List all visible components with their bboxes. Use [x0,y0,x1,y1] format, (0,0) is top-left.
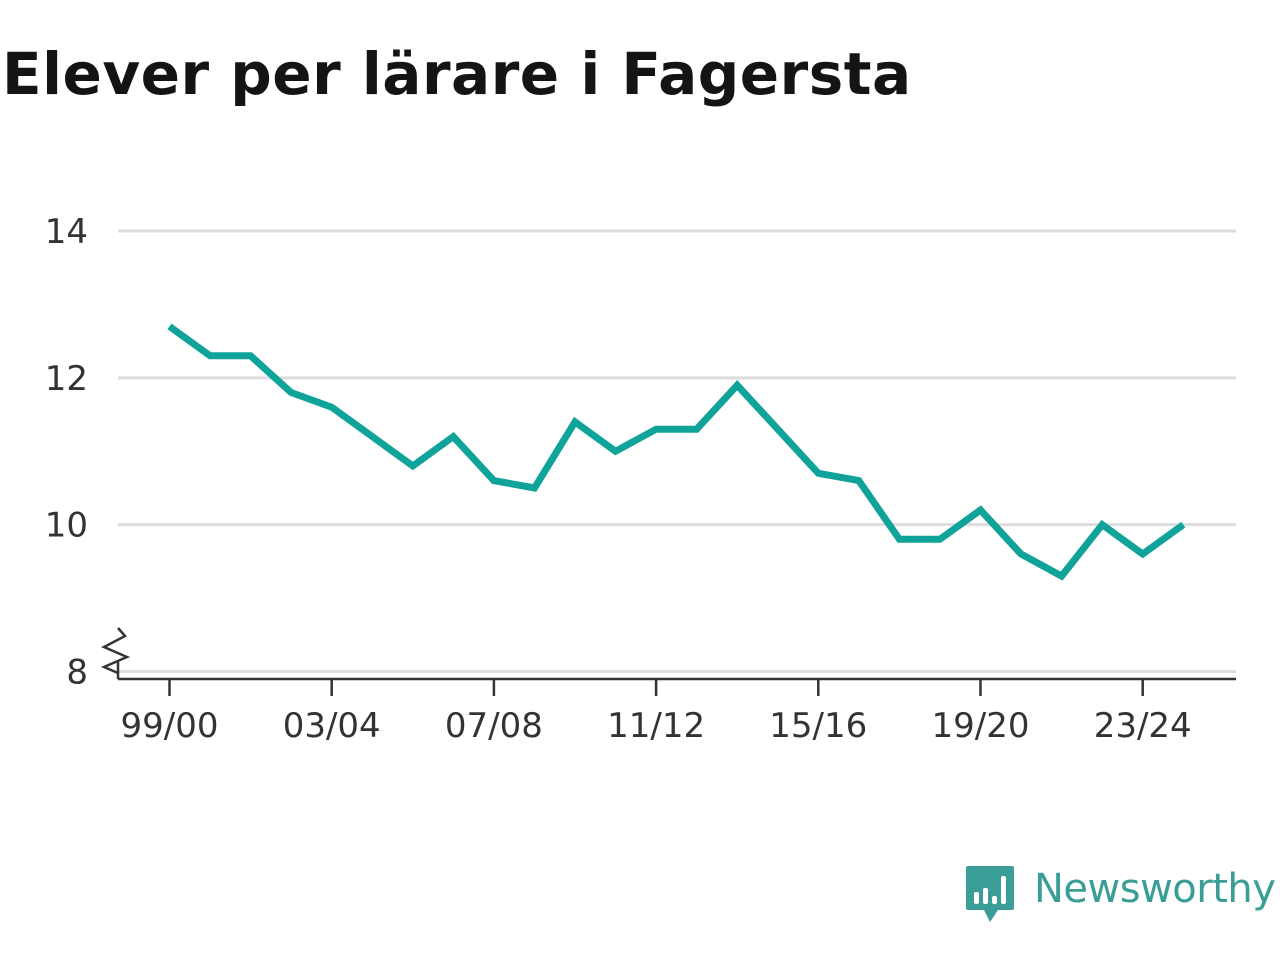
x-tick-label: 15/16 [769,706,867,746]
y-tick-label: 8 [66,653,88,693]
x-tick-label: 23/24 [1094,706,1192,746]
x-tick-label: 99/00 [121,706,219,746]
axis-break-zigzag [100,627,131,675]
x-tick-label: 03/04 [283,706,381,746]
y-tick-label: 12 [45,359,88,399]
gridlines [118,229,1236,673]
chart-title: Elever per lärare i Fagersta [2,40,912,108]
brand-logo: Newsworthy [964,864,1276,928]
y-tick-label: 10 [45,506,88,546]
series-line [167,323,1186,581]
data-series [167,323,1186,581]
x-axis [118,677,1236,696]
x-axis-labels: 99/00 03/04 07/08 11/12 15/16 19/20 23/24 [121,706,1192,746]
newsworthy-logo-icon [966,866,1014,922]
y-axis-labels: 8 10 12 14 [45,212,88,693]
x-tick-label: 07/08 [445,706,543,746]
axis-break-mark [100,627,131,679]
x-tick-label: 19/20 [932,706,1030,746]
y-tick-label: 14 [45,212,88,252]
brand-name: Newsworthy [1034,866,1276,912]
x-tick-label: 11/12 [607,706,705,746]
